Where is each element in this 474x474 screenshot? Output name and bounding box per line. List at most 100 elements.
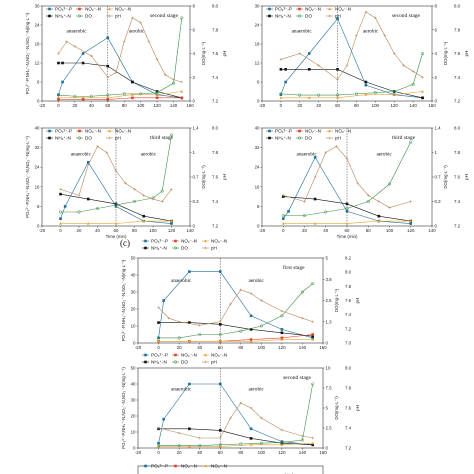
data-point	[311, 336, 315, 340]
data-point	[421, 75, 424, 79]
data-point	[374, 16, 377, 20]
do-tick-label: 7.5	[326, 386, 333, 391]
y-tick-label: 24	[35, 165, 40, 170]
legend-marker	[48, 7, 51, 11]
data-point	[303, 200, 306, 203]
data-point	[366, 194, 370, 197]
legend-label: pH	[211, 360, 217, 365]
data-point	[298, 52, 302, 55]
data-point	[81, 61, 85, 65]
data-point	[280, 440, 284, 444]
ph-tick-label: 7.2	[212, 224, 219, 229]
data-point	[106, 93, 110, 97]
data-point	[260, 299, 263, 302]
data-point	[157, 444, 161, 448]
y-tick-label: 24	[255, 23, 260, 28]
legend-label: pH	[115, 14, 121, 19]
x-tick-label: -20	[259, 103, 266, 108]
data-point	[311, 281, 315, 286]
series-line-NH₄⁺-N	[280, 69, 423, 99]
data-point	[105, 151, 109, 154]
y-axis-label: PO₄³⁻-P,NH₄⁺-N,NO₂⁻-N,NO₃⁻-N(mg·L⁻¹)	[25, 136, 30, 218]
x-tick-label: 140	[409, 103, 417, 108]
data-point	[317, 64, 320, 67]
x-tick-label: 60	[218, 345, 223, 350]
legend-label: NH₄⁺-N	[151, 246, 167, 251]
legend-marker	[77, 14, 82, 18]
legend-label: pH	[335, 136, 341, 141]
data-point	[421, 96, 424, 100]
data-point	[324, 151, 328, 154]
data-point	[377, 200, 381, 203]
y-tick-label: 32	[35, 145, 40, 150]
data-point	[131, 16, 134, 20]
legend-label: NO₃⁻-N	[211, 353, 227, 358]
anaerobic-label: anaerobic	[66, 29, 87, 35]
data-point	[187, 444, 191, 448]
data-point	[409, 219, 413, 223]
legend-label: NO₂⁻-N	[305, 7, 321, 12]
data-point	[96, 145, 99, 148]
x-tick-label: 0	[157, 345, 160, 350]
anaerobic-label: anaerobic	[292, 29, 313, 35]
data-point	[59, 192, 62, 196]
y-tick-label: 30	[131, 290, 136, 295]
x-tick-label: 80	[122, 103, 127, 108]
ph-axis-label: pH	[464, 51, 469, 57]
legend-label: pH	[335, 14, 341, 19]
y-tick-label: 8	[37, 204, 40, 209]
ph-tick-label: 7.2	[345, 326, 352, 331]
ph-axis-label: pH	[355, 298, 360, 304]
data-point	[392, 52, 396, 55]
data-point	[198, 332, 202, 337]
y-tick-label: 30	[255, 4, 260, 9]
do-axis-label: DO(mg·L⁻¹)	[201, 41, 206, 65]
anaerobic-label: anaerobic	[297, 151, 318, 157]
data-point	[218, 323, 222, 326]
data-point	[388, 206, 391, 209]
ph-tick-label: 7.8	[212, 27, 219, 32]
legend-label: DO	[181, 246, 188, 251]
data-point	[172, 78, 175, 81]
y-tick-label: 16	[255, 184, 260, 189]
data-point	[114, 71, 118, 74]
y-tick-label: 8	[257, 204, 260, 209]
data-point	[249, 314, 253, 318]
ph-tick-label: 7.4	[212, 199, 219, 204]
legend-marker	[298, 129, 301, 133]
do-tick-label: 0	[193, 224, 196, 229]
legend-marker	[328, 129, 331, 133]
do-tick-label: 0	[435, 99, 438, 104]
data-point	[259, 441, 263, 445]
series-line-NH₄⁺-N	[58, 62, 182, 99]
x-axis-label: Time (min)	[106, 234, 127, 239]
x-tick-label: 60	[114, 228, 119, 233]
legend-label: DO	[305, 14, 312, 19]
legend-marker	[78, 7, 81, 11]
data-point	[249, 427, 253, 431]
stage-title: first stage	[283, 264, 305, 271]
data-point	[142, 214, 146, 218]
x-tick-label: -20	[135, 345, 142, 350]
data-point	[300, 438, 304, 442]
x-tick-label: 80	[132, 228, 137, 233]
x-tick-label: 40	[95, 228, 100, 233]
data-point	[65, 40, 68, 43]
legend-label: NO₂⁻-N	[181, 239, 197, 244]
data-point	[249, 443, 253, 446]
data-point	[345, 157, 349, 160]
data-point	[311, 334, 315, 338]
legend-label: NO₃⁻-N	[335, 7, 351, 12]
ph-axis-label: pH	[355, 405, 360, 411]
data-point	[170, 219, 173, 223]
data-point	[160, 200, 164, 203]
data-point	[106, 98, 110, 101]
data-point	[86, 221, 90, 225]
x-tick-label: 80	[366, 228, 371, 233]
legend-marker	[144, 246, 147, 250]
legend-marker	[48, 14, 51, 18]
x-tick-label: 80	[238, 450, 243, 455]
data-point	[177, 336, 181, 340]
data-point	[345, 202, 349, 206]
legend-marker	[328, 14, 331, 18]
